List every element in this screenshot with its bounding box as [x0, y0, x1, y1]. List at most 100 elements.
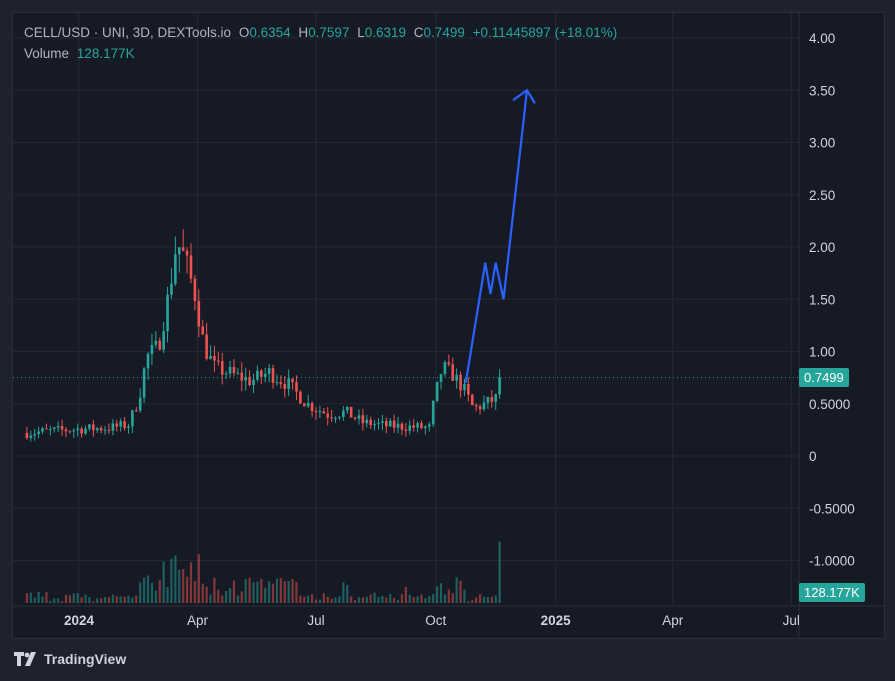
- candle-body: [232, 367, 236, 373]
- volume-bar: [53, 598, 56, 603]
- volume-bar: [455, 577, 458, 603]
- candle-body: [478, 406, 482, 410]
- candle-body: [193, 278, 197, 301]
- candle-body: [68, 431, 72, 433]
- volume-bar: [377, 597, 380, 603]
- volume-bar: [400, 594, 404, 603]
- volume-bar: [100, 598, 103, 603]
- candle-body: [326, 413, 330, 418]
- volume-bar: [478, 594, 482, 603]
- price-tick-label: 3.50: [809, 83, 835, 98]
- volume-bar: [60, 601, 64, 603]
- candle-body: [95, 428, 99, 431]
- volume-bar: [361, 597, 364, 603]
- candle-body: [146, 353, 150, 369]
- candle-body: [244, 376, 247, 381]
- candle-body: [185, 250, 189, 256]
- volume-bar: [291, 578, 294, 603]
- candle-body: [33, 434, 37, 436]
- candle-body: [412, 425, 415, 428]
- time-tick-label: Jul: [783, 613, 800, 628]
- volume-bar: [57, 598, 60, 603]
- brand-name: TradingView: [44, 651, 127, 667]
- price-tick-label: 1.00: [809, 345, 835, 360]
- candle-body: [92, 424, 95, 431]
- volume-bar: [64, 594, 68, 603]
- volume-bar: [119, 596, 122, 603]
- chart-frame[interactable]: 4.00 3.50 3.00 2.50 2.00 1.50 1.00 0.5000 0 -0.50…: [12, 12, 885, 639]
- candle-body: [60, 426, 64, 430]
- candle-body: [37, 431, 40, 435]
- candle-body: [388, 420, 392, 427]
- candle-body: [408, 425, 412, 431]
- time-tick-label: 2024: [64, 613, 95, 628]
- volume-bar: [178, 569, 181, 603]
- candle-body: [99, 428, 103, 431]
- candle-body: [56, 426, 60, 428]
- volume-bar: [396, 599, 400, 603]
- volume-bar: [424, 598, 427, 603]
- chart-canvas[interactable]: 4.00 3.50 3.00 2.50 2.00 1.50 1.00 0.5000 0 -0.50…: [13, 13, 884, 638]
- candle-body: [177, 247, 181, 255]
- candle-body: [271, 368, 275, 383]
- volume-bar: [182, 568, 185, 603]
- volume-bar: [268, 581, 271, 603]
- candle-body: [256, 370, 259, 380]
- candle-body: [263, 373, 267, 377]
- volume-bar: [252, 582, 255, 603]
- volume-bar: [158, 579, 161, 603]
- volume-bar: [322, 593, 325, 603]
- volume-bar: [217, 589, 220, 603]
- candle-body: [115, 423, 119, 427]
- volume-bar: [389, 593, 392, 603]
- volume-bar: [412, 596, 415, 603]
- open-value: 0.6354: [249, 25, 291, 40]
- candle-body: [123, 421, 126, 429]
- candle-body: [41, 428, 44, 432]
- volume-bar: [213, 577, 216, 603]
- candle-body: [111, 423, 115, 431]
- price-tick-label: 2.50: [809, 188, 835, 203]
- volume-bar: [115, 596, 118, 603]
- candle-body: [205, 334, 208, 359]
- ohlc-legend: CELL/USD · UNI, 3D, DEXTools.io O0.6354 …: [24, 25, 621, 40]
- volume-bar: [143, 577, 146, 603]
- volume-bar: [381, 595, 384, 603]
- volume-bar: [41, 596, 44, 603]
- candle-body: [45, 428, 48, 430]
- volume-bar: [482, 596, 486, 603]
- volume-bar: [432, 594, 435, 603]
- candle-body: [318, 411, 322, 413]
- tradingview-brand[interactable]: TradingView: [14, 651, 126, 667]
- volume-bar: [76, 593, 79, 603]
- volume-bar: [193, 581, 196, 603]
- tradingview-logo-icon: [14, 652, 36, 666]
- candle-body: [103, 429, 107, 431]
- volume-value: 128.177K: [76, 46, 135, 61]
- volume-bar: [275, 578, 279, 603]
- time-tick-label: Apr: [187, 613, 209, 628]
- volume-bar: [283, 581, 286, 603]
- volume-bar: [342, 582, 345, 603]
- candle-body: [142, 368, 146, 398]
- candle-body: [498, 377, 501, 395]
- candle-body: [283, 384, 287, 390]
- volume-bar: [326, 596, 329, 603]
- candle-body: [353, 417, 357, 419]
- candle-body: [107, 429, 111, 431]
- candle-body: [189, 255, 193, 279]
- candle-body: [236, 372, 240, 374]
- candle-body: [361, 415, 365, 424]
- candle-body: [420, 423, 423, 429]
- candle-body: [279, 382, 283, 385]
- volume-bar: [490, 596, 493, 603]
- candle-body: [400, 423, 404, 430]
- candle-body: [385, 420, 388, 427]
- symbol-title[interactable]: CELL/USD · UNI, 3D, DEXTools.io: [24, 25, 232, 40]
- candle-body: [80, 428, 83, 434]
- volume-bar: [299, 595, 302, 603]
- candle-body: [166, 294, 169, 332]
- candle-body: [213, 355, 216, 361]
- candle-body: [349, 406, 353, 418]
- candle-body: [29, 435, 33, 439]
